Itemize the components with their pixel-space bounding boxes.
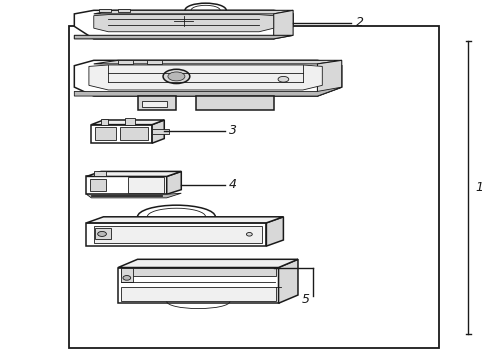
- Text: 4: 4: [228, 178, 237, 191]
- Polygon shape: [266, 217, 283, 246]
- Polygon shape: [74, 10, 292, 39]
- Polygon shape: [120, 127, 148, 140]
- Polygon shape: [94, 15, 273, 32]
- Polygon shape: [74, 35, 292, 39]
- Polygon shape: [94, 226, 261, 243]
- Text: 1: 1: [474, 181, 483, 194]
- Polygon shape: [99, 9, 111, 12]
- Polygon shape: [142, 102, 166, 107]
- Ellipse shape: [122, 275, 130, 280]
- Text: 5: 5: [301, 293, 309, 306]
- Polygon shape: [86, 176, 166, 194]
- Polygon shape: [101, 119, 108, 125]
- Polygon shape: [86, 223, 266, 246]
- Polygon shape: [89, 65, 322, 90]
- Polygon shape: [120, 287, 276, 301]
- Bar: [69, 26, 438, 348]
- Text: 2: 2: [356, 16, 364, 29]
- Ellipse shape: [98, 231, 106, 237]
- Polygon shape: [94, 10, 292, 14]
- Ellipse shape: [246, 233, 252, 236]
- Polygon shape: [118, 267, 278, 303]
- Polygon shape: [273, 10, 292, 39]
- Polygon shape: [90, 179, 106, 191]
- Polygon shape: [166, 171, 181, 194]
- Polygon shape: [91, 125, 152, 143]
- Polygon shape: [95, 228, 111, 239]
- Polygon shape: [121, 267, 132, 282]
- Polygon shape: [74, 87, 341, 96]
- Polygon shape: [125, 118, 135, 125]
- Polygon shape: [86, 171, 181, 176]
- Polygon shape: [152, 129, 169, 134]
- Ellipse shape: [167, 72, 184, 81]
- Polygon shape: [118, 259, 297, 267]
- Polygon shape: [317, 60, 341, 96]
- Polygon shape: [120, 267, 276, 276]
- Polygon shape: [196, 96, 273, 111]
- Ellipse shape: [278, 76, 288, 82]
- Polygon shape: [86, 217, 283, 223]
- Polygon shape: [95, 127, 116, 140]
- Polygon shape: [127, 177, 164, 193]
- Polygon shape: [86, 193, 181, 198]
- Polygon shape: [152, 120, 164, 143]
- Polygon shape: [118, 9, 130, 12]
- Polygon shape: [94, 171, 106, 176]
- Polygon shape: [278, 259, 297, 303]
- Polygon shape: [137, 96, 176, 111]
- Polygon shape: [94, 60, 341, 64]
- Text: 3: 3: [228, 124, 237, 137]
- Polygon shape: [74, 60, 341, 96]
- Polygon shape: [147, 60, 162, 64]
- Polygon shape: [91, 120, 164, 125]
- Polygon shape: [118, 60, 132, 64]
- Ellipse shape: [163, 69, 189, 84]
